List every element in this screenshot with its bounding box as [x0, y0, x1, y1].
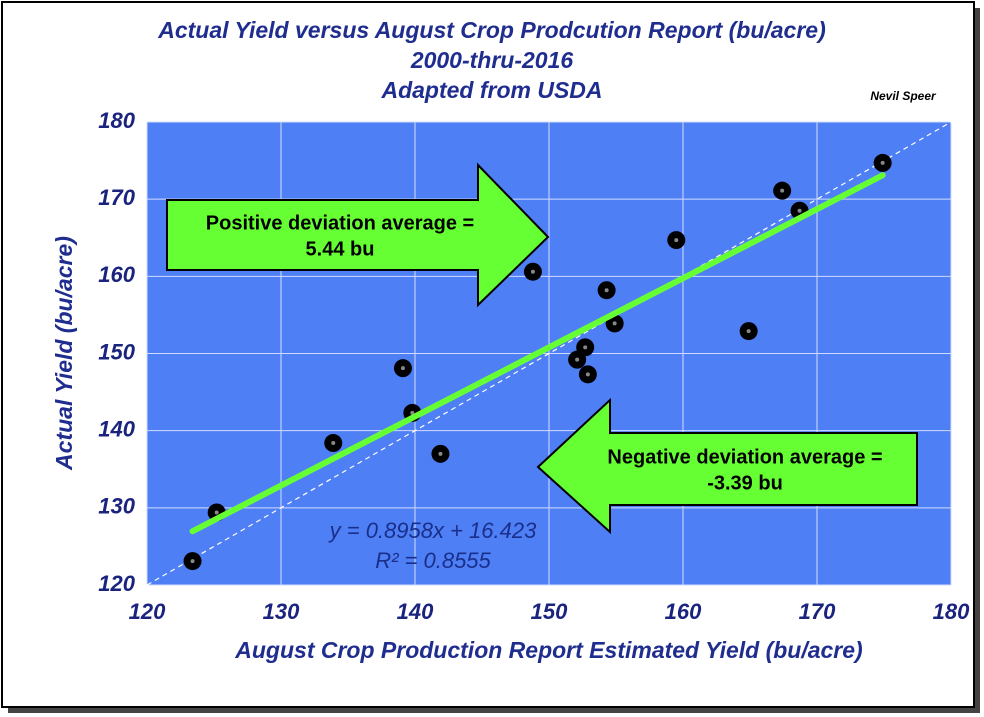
plot-area: 120 130 140 150 160 170 180 120 130 140 150 160 170 1…	[98, 108, 970, 624]
point-center	[575, 357, 580, 362]
point-center	[331, 441, 336, 446]
arrow-left	[536, 397, 918, 535]
trendline	[189, 172, 886, 535]
x-tick-label: 140	[397, 599, 434, 624]
reference-line	[146, 121, 952, 586]
r-squared: R² = 0.8555	[375, 548, 491, 573]
point-center	[530, 269, 535, 274]
x-tick-label: 150	[531, 599, 568, 624]
trendline-equation: y = 0.8958x + 16.423	[328, 518, 537, 543]
point-center	[746, 329, 751, 334]
x-tick-label: 170	[799, 599, 836, 624]
x-tick-label: 130	[263, 599, 300, 624]
y-tick-label: 140	[98, 416, 135, 441]
chart-title: Actual Yield versus August Crop Prodcuti…	[157, 17, 826, 43]
point-center	[585, 372, 590, 377]
y-tick-label: 170	[98, 185, 135, 210]
annotation: Negative deviation average =	[607, 446, 882, 468]
chart-subtitle: 2000-thru-2016	[410, 47, 574, 73]
y-tick-label: 130	[98, 494, 135, 519]
point-center	[780, 188, 785, 193]
y-tick-label: 180	[98, 108, 135, 133]
point-center	[674, 238, 679, 243]
annotation: Positive deviation average =	[206, 212, 474, 234]
y-axis-label: Actual Yield (bu/acre)	[51, 236, 77, 471]
point-center	[583, 345, 588, 350]
x-axis-label: August Crop Production Report Estimated …	[234, 637, 862, 663]
point-center	[400, 366, 405, 371]
point-center	[604, 288, 609, 293]
point-center	[190, 559, 195, 564]
x-tick-label: 160	[665, 599, 702, 624]
annotation: -3.39 bu	[707, 472, 783, 494]
x-tick-label: 120	[129, 599, 166, 624]
x-tick-label: 180	[933, 599, 970, 624]
point-center	[410, 410, 415, 415]
y-tick-label: 150	[98, 339, 135, 364]
annotation: 5.44 bu	[306, 238, 375, 260]
y-tick-label: 120	[98, 571, 135, 596]
point-center	[797, 208, 802, 213]
author: Nevil Speer	[870, 89, 937, 103]
y-tick-label: 160	[98, 262, 135, 287]
point-center	[880, 160, 885, 165]
chart-source: Adapted from USDA	[380, 77, 602, 103]
point-center	[438, 451, 443, 456]
arrow-right	[166, 162, 550, 308]
point-center	[214, 510, 219, 515]
point-center	[612, 321, 617, 326]
